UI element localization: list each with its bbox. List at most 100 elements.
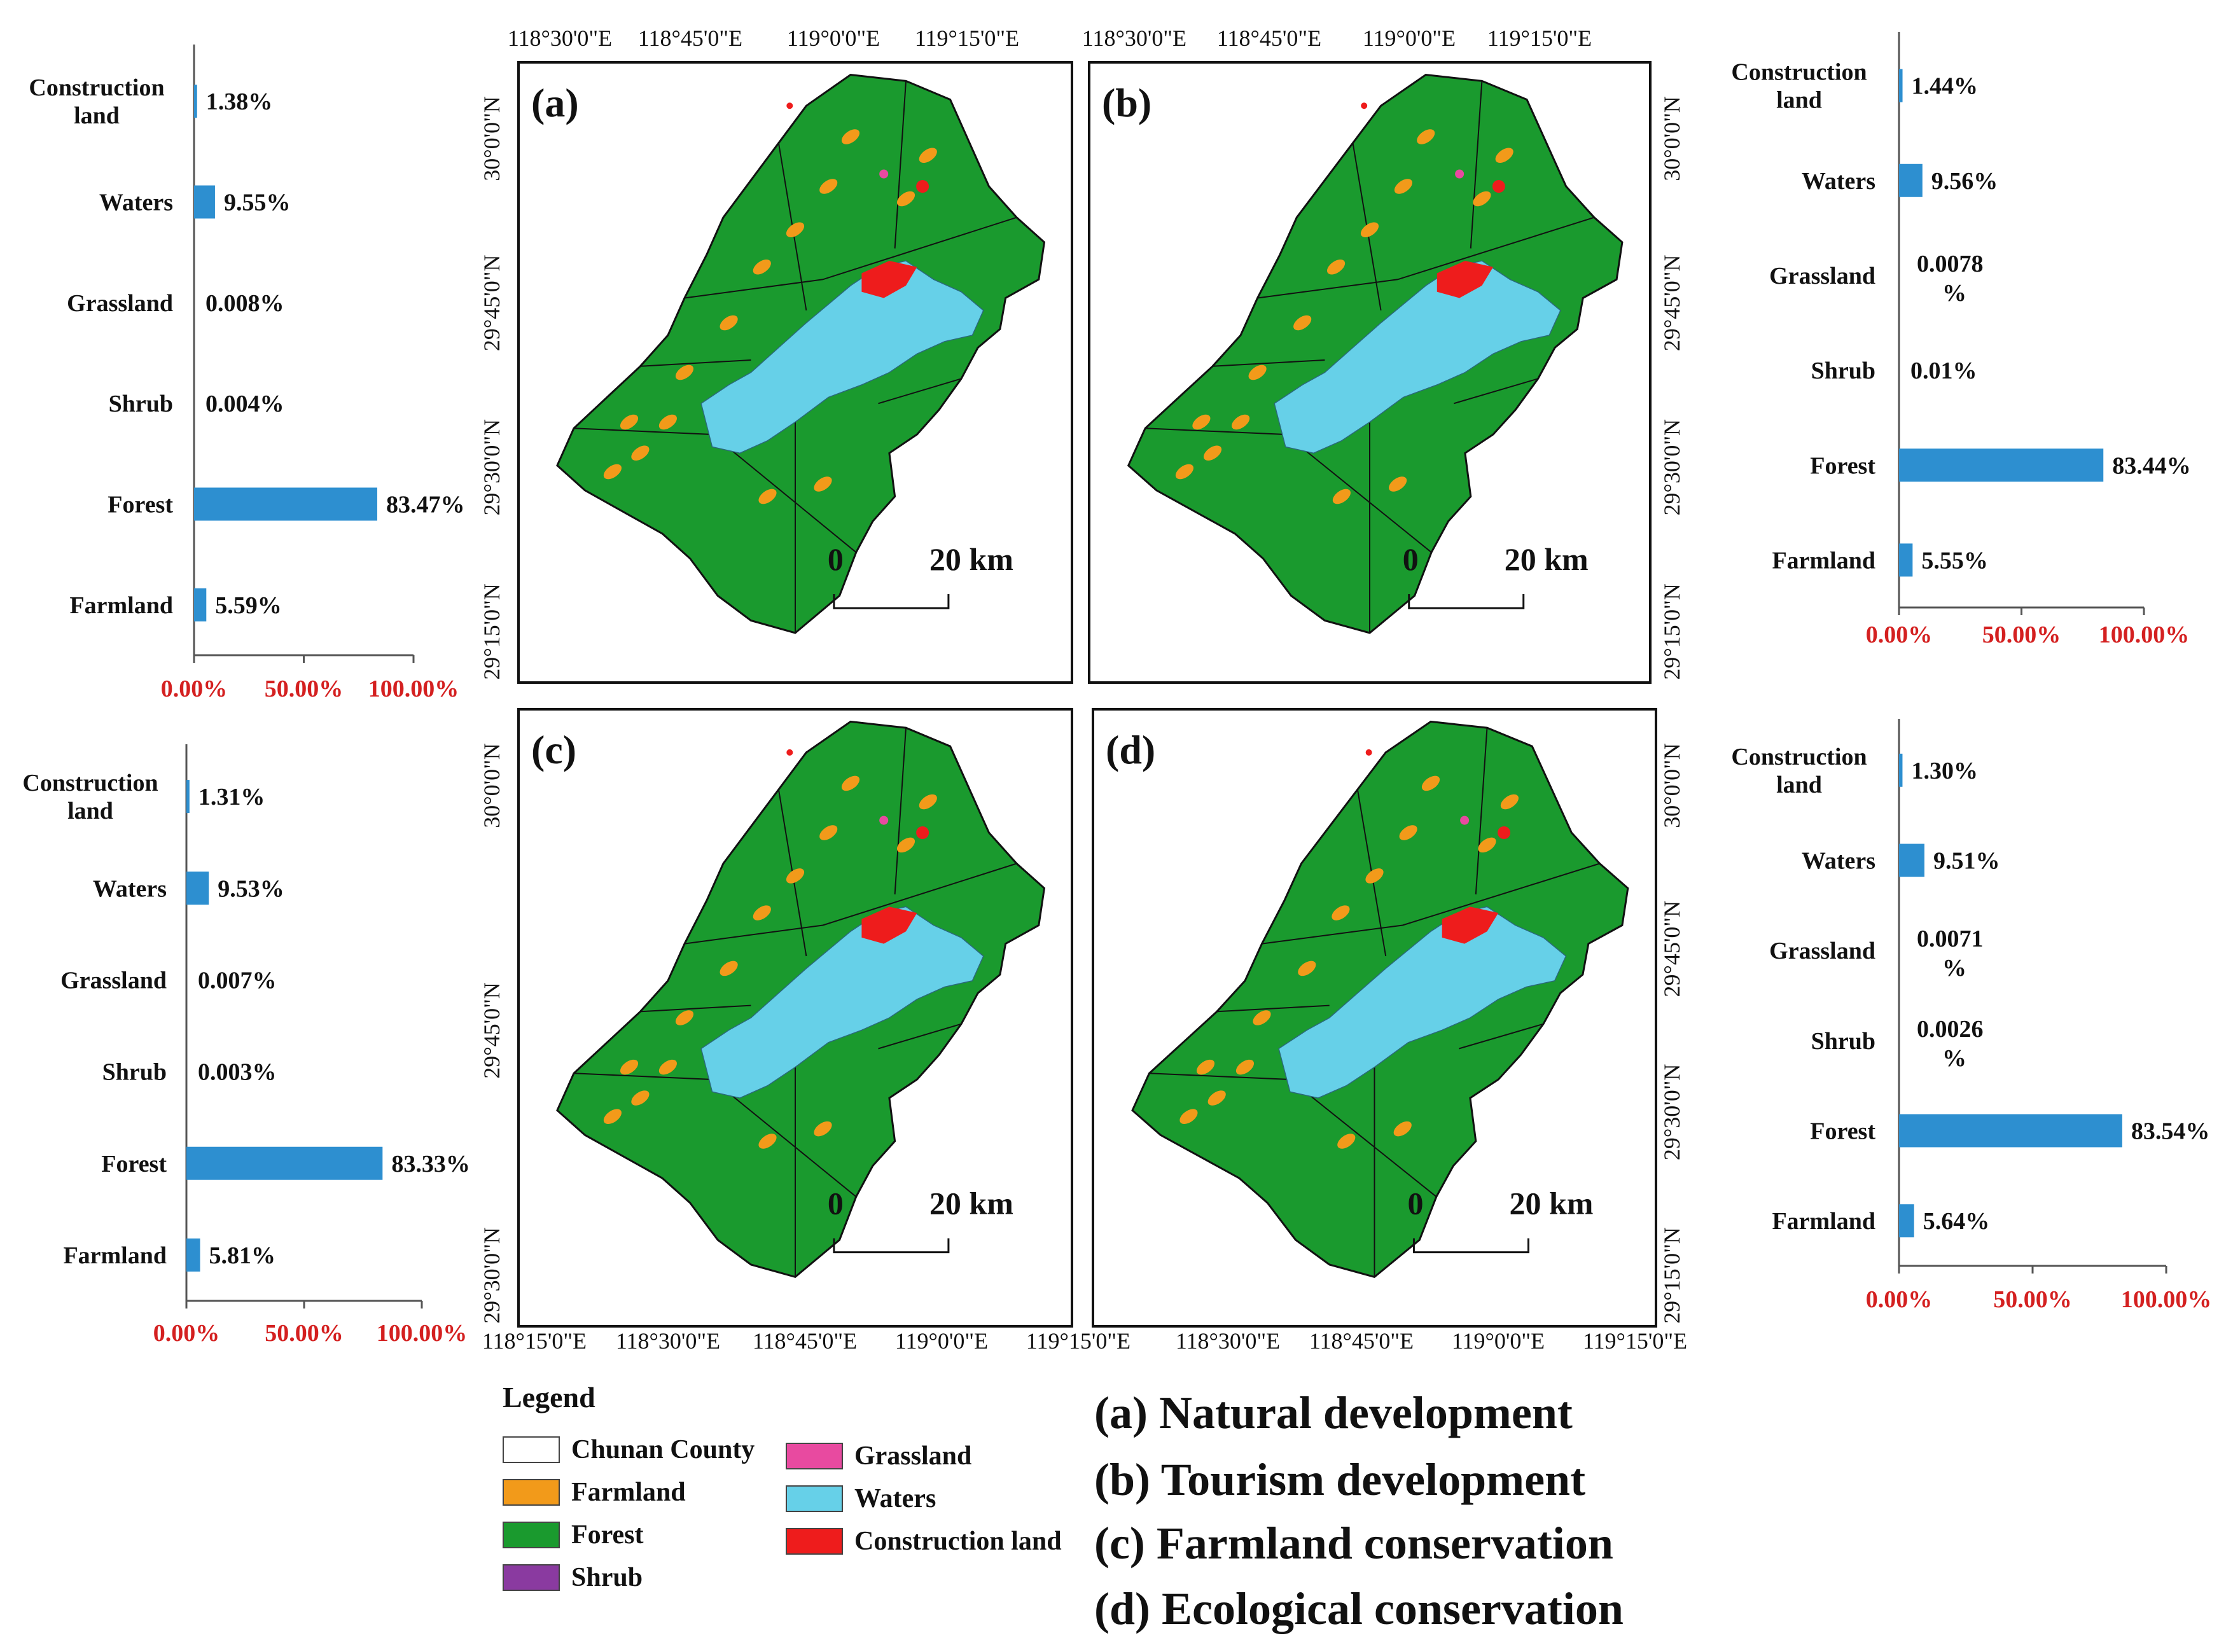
scale-bar xyxy=(833,594,950,609)
farmland-patch xyxy=(1332,489,1351,504)
scale-bar-zero: 0 xyxy=(1403,541,1419,577)
scale-bar-zero: 0 xyxy=(1407,1186,1423,1221)
category-label: Shrub xyxy=(1811,1028,1875,1055)
farmland-patch xyxy=(1326,259,1346,275)
legend-item-grassland: Grassland xyxy=(786,1441,971,1471)
category-label: Waters xyxy=(1802,168,1875,195)
category-label: Construction xyxy=(29,74,164,101)
township-boundary xyxy=(1216,1004,1330,1013)
legend-label: Chunan County xyxy=(571,1435,755,1464)
farmland-patch xyxy=(1421,775,1440,791)
x-tick-label: 0.00% xyxy=(1866,1286,1933,1313)
longitude-tick-label: 118°30'0"E xyxy=(1082,25,1186,51)
scenario-d-caption: (d) Ecological conservation xyxy=(1094,1583,1624,1634)
bar xyxy=(1899,1114,2122,1148)
farmland-patch xyxy=(658,1059,677,1075)
legend-swatch xyxy=(503,1436,560,1463)
farmland-patch xyxy=(753,259,771,275)
construction-land-spot xyxy=(786,749,793,756)
grassland-spot xyxy=(1455,169,1464,179)
legend-title: Legend xyxy=(503,1381,595,1413)
value-label: 0.01% xyxy=(1910,357,1977,384)
farmland-patch xyxy=(1179,1109,1198,1124)
legend-swatch xyxy=(503,1564,560,1591)
construction-land-spot xyxy=(1492,180,1505,193)
legend-label: Grassland xyxy=(854,1441,972,1471)
construction-land-spot xyxy=(916,180,929,193)
township-boundary xyxy=(684,216,1017,299)
x-tick-label: 50.00% xyxy=(1982,621,2061,648)
category-label: Farmland xyxy=(63,1242,167,1269)
farmland-patch xyxy=(841,775,860,791)
lake-waters xyxy=(700,260,984,454)
category-label: Waters xyxy=(93,875,167,902)
x-tick-label: 50.00% xyxy=(1993,1286,2072,1313)
value-label: 0.0026 xyxy=(1917,1016,1984,1043)
farmland-patch xyxy=(1175,464,1194,480)
farmland-patch xyxy=(620,414,639,430)
farmland-patch xyxy=(1248,364,1267,380)
legend-label: Waters xyxy=(854,1484,936,1513)
farmland-patch xyxy=(1207,1090,1226,1106)
category-label: Forest xyxy=(1810,452,1875,479)
farmland-patch xyxy=(814,1121,832,1137)
farmland-patch xyxy=(1478,837,1496,853)
construction-land-spot xyxy=(1361,102,1368,109)
bar xyxy=(1899,163,1923,197)
bar xyxy=(1899,69,1903,102)
farmland-patch xyxy=(919,148,937,163)
value-label: 5.59% xyxy=(215,592,282,619)
farmland-patch xyxy=(675,364,694,380)
construction-land-area xyxy=(861,906,917,944)
x-tick-label: 100.00% xyxy=(2099,621,2190,648)
farmland-patch xyxy=(1500,794,1519,810)
farmland-patch xyxy=(819,825,838,840)
farmland-patch xyxy=(758,489,777,504)
farmland-patch xyxy=(1232,414,1250,430)
category-label: Shrub xyxy=(1811,357,1875,384)
value-label: 0.003% xyxy=(198,1059,277,1086)
latitude-tick-label: 29°15'0"N xyxy=(1659,1227,1685,1324)
bar xyxy=(1899,753,1903,787)
farmland-patch xyxy=(786,222,805,238)
farmland-patch xyxy=(1394,179,1413,194)
legend-swatch xyxy=(786,1528,843,1555)
category-label: Grassland xyxy=(67,290,173,317)
farmland-patch xyxy=(1203,445,1222,461)
latitude-tick-label: 29°15'0"N xyxy=(479,583,504,680)
latitude-tick-label: 29°45'0"N xyxy=(479,982,504,1079)
bar xyxy=(186,1146,383,1180)
township-boundary xyxy=(1212,359,1325,367)
category-label: Farmland xyxy=(69,592,173,619)
farmland-patch xyxy=(675,1010,694,1025)
bar xyxy=(186,780,190,814)
bar xyxy=(194,185,215,219)
longitude-tick-label: 118°30'0"E xyxy=(508,25,612,51)
scale-bar-zero: 0 xyxy=(828,1186,844,1221)
value-label: 9.51% xyxy=(1933,848,2000,875)
longitude-tick-label: 119°15'0"E xyxy=(1583,1328,1687,1354)
value-label: 1.38% xyxy=(206,88,273,115)
farmland-patch xyxy=(1235,1059,1255,1075)
township-boundary xyxy=(894,728,907,895)
legend-item-county: Chunan County xyxy=(503,1434,755,1465)
farmland-patch xyxy=(1393,1121,1412,1137)
farmland-patch xyxy=(758,1134,777,1149)
township-boundary xyxy=(1454,378,1538,405)
category-label: Forest xyxy=(108,492,173,518)
value-label: % xyxy=(1942,280,1966,307)
farmland-patch xyxy=(720,961,738,976)
scenario-a-caption: (a) Natural development xyxy=(1094,1387,1573,1438)
scenario-b-caption: (b) Tourism development xyxy=(1094,1454,1586,1505)
farmland-patch xyxy=(1253,1010,1271,1025)
x-tick-label: 100.00% xyxy=(2121,1286,2212,1313)
farmland-patch xyxy=(896,837,915,853)
township-boundary xyxy=(1475,728,1488,895)
category-label: land xyxy=(1776,772,1822,798)
bar xyxy=(1899,448,2104,482)
farmland-patch xyxy=(1337,1134,1356,1149)
